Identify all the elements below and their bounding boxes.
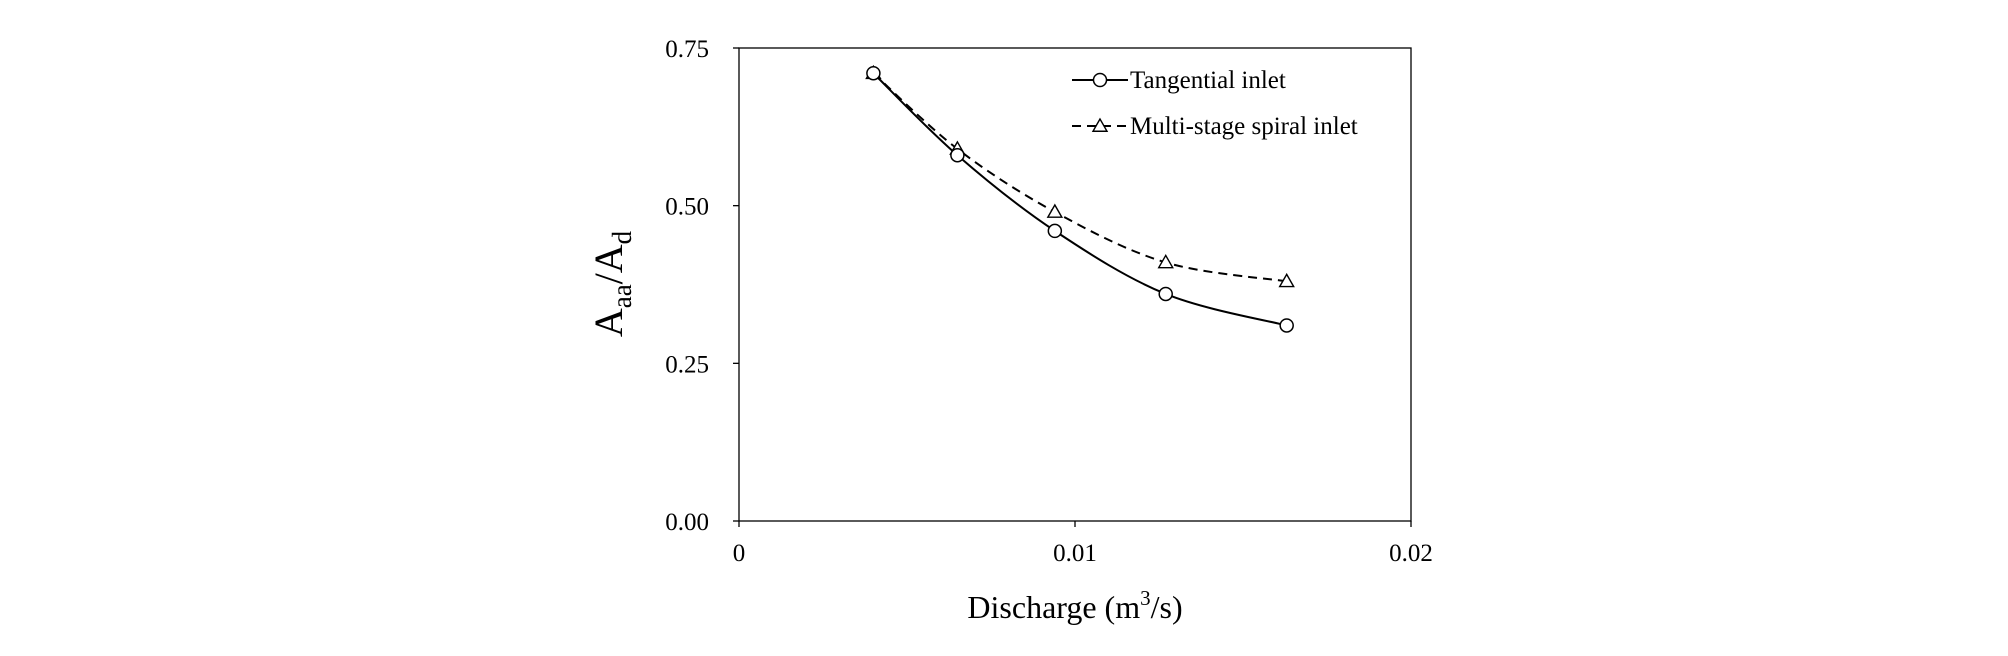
y-tick-label: 0.25 xyxy=(665,351,709,378)
y-tick-label: 0.50 xyxy=(665,194,709,221)
x-tick-label: 0 xyxy=(733,540,746,567)
x-axis-label: Discharge (m3/s) xyxy=(967,586,1182,625)
y-axis-label: Aaa/Ad xyxy=(586,230,637,337)
series-1-point xyxy=(1158,286,1173,302)
x-axis-label-end: /s) xyxy=(1151,589,1183,625)
series-1-point xyxy=(1279,318,1294,333)
y-axis-label-a: A xyxy=(586,308,631,337)
series-2-point xyxy=(1278,272,1295,288)
x-axis-label-main: Discharge (m xyxy=(967,589,1140,625)
y-axis-label-slash: /A xyxy=(586,244,631,284)
series-2-point xyxy=(1046,203,1064,218)
y-axis-ticks: 0.00 0.25 0.50 0.75 xyxy=(665,36,739,536)
y-axis-label-sub1: aa xyxy=(607,284,637,308)
x-tick-label: 0.01 xyxy=(1053,540,1097,567)
series-1-point xyxy=(866,65,881,81)
series-line-1 xyxy=(872,72,1287,327)
series-1-point xyxy=(950,147,965,163)
x-axis-ticks: 0 0.01 0.02 xyxy=(733,521,1433,567)
series-line-2 xyxy=(872,72,1287,283)
legend-label-1: Tangential inlet xyxy=(1130,67,1286,94)
y-tick-label: 0.75 xyxy=(665,36,709,63)
legend-label-2: Multi-stage spiral inlet xyxy=(1130,113,1358,140)
legend: Tangential inlet Multi-stage spiral inlet xyxy=(1072,67,1358,140)
series-2-point xyxy=(1157,254,1174,269)
legend-marker-2 xyxy=(1091,117,1109,132)
x-axis-label-sup: 3 xyxy=(1140,586,1151,610)
y-tick-label: 0.00 xyxy=(665,509,709,536)
y-axis-label-sub2: d xyxy=(607,230,637,244)
legend-marker-1 xyxy=(1092,72,1108,88)
series-layer xyxy=(865,64,1295,333)
series-1-point xyxy=(1047,223,1063,239)
x-tick-label: 0.02 xyxy=(1389,540,1433,567)
